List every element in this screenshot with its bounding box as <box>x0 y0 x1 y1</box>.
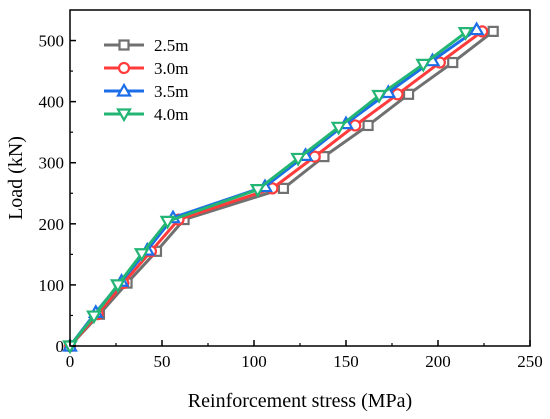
y-axis-title: Load (kN) <box>5 136 27 220</box>
data-point <box>371 89 388 104</box>
legend-item: 3.5m <box>104 82 188 101</box>
y-tick-label: 0 <box>56 337 65 356</box>
data-point <box>159 215 176 230</box>
data-point <box>290 152 307 167</box>
axis-ticks: 0 50 100 150 200 250 0 100 200 300 400 500 <box>39 32 543 371</box>
data-point <box>415 58 432 73</box>
x-tick-label: 200 <box>425 352 451 371</box>
data-point <box>447 56 459 69</box>
legend-marker <box>118 39 130 51</box>
data-point <box>133 248 150 262</box>
plot-marks <box>62 21 499 355</box>
x-axis-title: Reinforcement stress (MPa) <box>188 390 412 412</box>
series-3.0m <box>63 25 489 353</box>
y-tick-label: 500 <box>39 32 65 51</box>
data-point <box>487 25 499 37</box>
legend-marker <box>116 108 132 123</box>
legend-item: 2.5m <box>104 36 188 55</box>
legend: 2.5m 3.0m 3.5m 4.0m <box>104 36 188 124</box>
legend-label: 2.5m <box>154 36 188 55</box>
data-point <box>330 121 347 136</box>
legend-item: 4.0m <box>104 105 188 124</box>
x-tick-label: 50 <box>154 352 171 371</box>
series-4.0m <box>62 27 474 355</box>
legend-label: 3.5m <box>154 82 188 101</box>
series-2.5m <box>64 25 499 352</box>
x-tick-label: 150 <box>333 352 359 371</box>
y-tick-label: 100 <box>39 276 65 295</box>
y-tick-label: 200 <box>39 215 65 234</box>
x-tick-label: 0 <box>66 352 75 371</box>
legend-marker <box>117 61 131 75</box>
x-tick-label: 250 <box>517 352 543 371</box>
legend-label: 4.0m <box>154 105 188 124</box>
data-point <box>362 119 374 132</box>
data-point <box>457 27 474 41</box>
plot-frame <box>69 9 531 347</box>
data-point <box>249 184 266 198</box>
legend-marker <box>116 82 132 97</box>
data-point <box>468 21 485 36</box>
legend-item: 3.0m <box>104 59 188 78</box>
y-tick-label: 400 <box>39 93 65 112</box>
legend-label: 3.0m <box>154 59 188 78</box>
x-tick-label: 100 <box>241 352 267 371</box>
data-point <box>109 279 126 294</box>
data-point <box>86 310 102 325</box>
data-point <box>277 182 290 194</box>
data-point <box>402 88 415 100</box>
y-tick-label: 300 <box>39 154 65 173</box>
